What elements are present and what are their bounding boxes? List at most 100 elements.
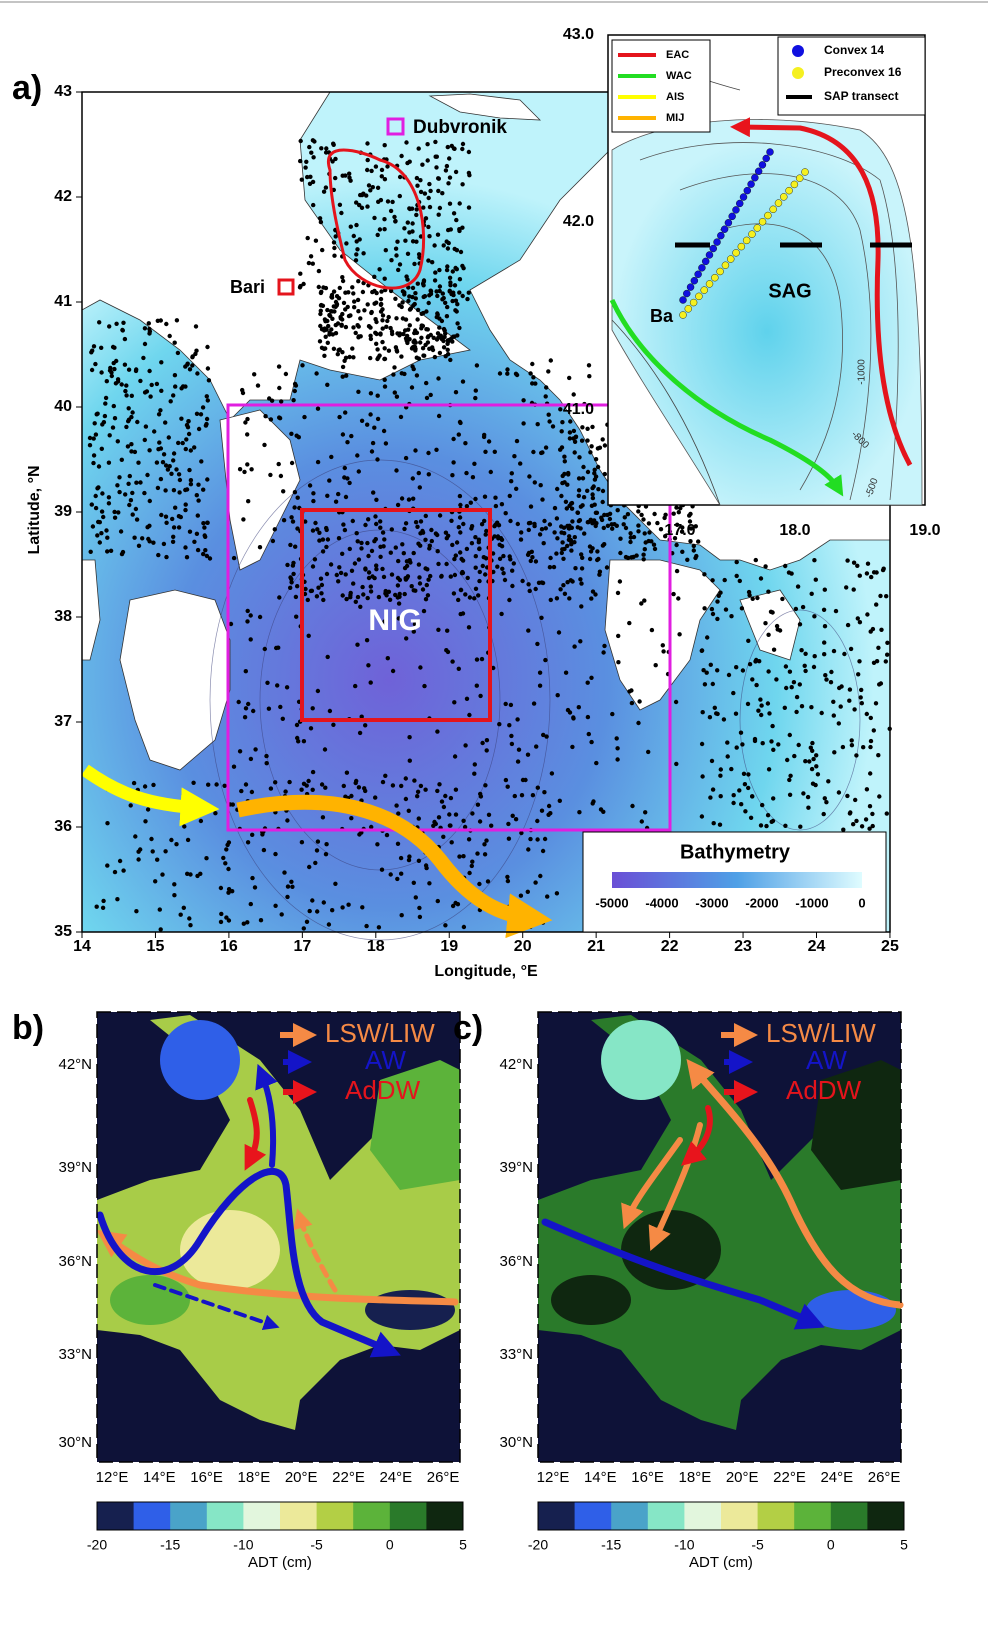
station-dot [435,549,440,554]
station-dot [172,373,178,378]
station-dot [321,900,326,905]
station-dot [172,882,177,887]
station-dot [467,870,472,876]
station-dot [757,659,762,664]
station-dot [499,537,505,542]
station-dot [535,785,540,790]
station-dot [308,254,314,259]
station-dot [114,321,119,326]
station-dot [567,710,573,715]
station-dot [538,483,543,488]
bathy-tick-label: 0 [858,895,865,910]
inset-contour [679,173,872,501]
station-dot [324,146,329,151]
station-dot [436,188,441,194]
station-dot [172,893,177,898]
station-dot [281,518,287,523]
station-dot [570,579,575,584]
station-dot [630,803,635,809]
station-dot [453,265,458,271]
x-tick-label: 14 [73,938,91,955]
station-dot [124,393,129,398]
station-dot [563,499,569,504]
station-dot [589,444,594,449]
station-dot [167,333,172,339]
station-dot [112,366,117,372]
station-dot [580,425,585,430]
station-dot [415,281,420,286]
station-dot [368,188,373,193]
station-dot [334,572,339,578]
station-dot [616,633,621,639]
station-dot [327,312,332,318]
station-dot [712,705,717,710]
station-dot [460,558,466,563]
station-dot [356,557,362,562]
map-frame [96,1011,461,1463]
station-dot [447,201,453,206]
station-dot [855,616,860,621]
station-dot [413,520,419,525]
station-dot [822,796,827,801]
station-dot [428,288,433,293]
station-dot [433,139,438,145]
station-dot [349,433,354,439]
station-dot [349,793,354,799]
station-dot [366,324,372,329]
x-tick-label: 14°E [584,1469,617,1486]
station-dot [585,714,591,720]
station-dot [346,290,351,295]
y-tick-label: 33°N [499,1346,533,1363]
station-dot [421,279,427,284]
station-dot [349,816,354,821]
station-dot [824,677,829,682]
station-dot [381,574,387,580]
station-dot [815,772,821,777]
station-dot [688,526,694,531]
station-dot [575,510,581,515]
station-dot [639,512,644,518]
station-dot [481,555,486,560]
station-dot [207,556,213,561]
station-dot [809,705,814,710]
station-dot [348,590,353,596]
station-dot [134,517,140,522]
preconvex-dot [774,199,783,207]
station-dot [421,608,427,614]
station-dot [351,325,356,330]
station-dot [402,591,407,597]
colorbar-tick-label: 0 [386,1537,394,1553]
station-dot [145,472,150,478]
station-dot [142,437,147,443]
station-dot [642,547,647,552]
station-dot [455,302,460,307]
station-dot [519,793,525,798]
station-dot [440,291,445,296]
station-dot [699,814,705,819]
station-dot [747,662,753,667]
station-dot [395,583,401,588]
station-dot [407,294,412,299]
station-dot [340,173,345,178]
station-dot [585,426,590,431]
station-dot [198,818,204,824]
bathy-colorbar [612,872,862,888]
station-dot [774,677,779,682]
station-dot [482,852,488,857]
station-dot [590,495,596,501]
station-dot [176,525,182,530]
station-dot [715,599,720,604]
colorbar-swatch [353,1502,391,1530]
station-dot [414,373,420,378]
colorbar-swatch [170,1502,208,1530]
station-dot [453,298,459,303]
station-dot [569,542,574,547]
station-dot [441,804,447,810]
station-dot [413,448,418,453]
station-dot [301,739,307,744]
station-dot [336,579,341,584]
station-dot [248,637,253,642]
station-dot [428,392,433,398]
station-dot [594,521,599,526]
aegean-adt [370,1060,460,1190]
